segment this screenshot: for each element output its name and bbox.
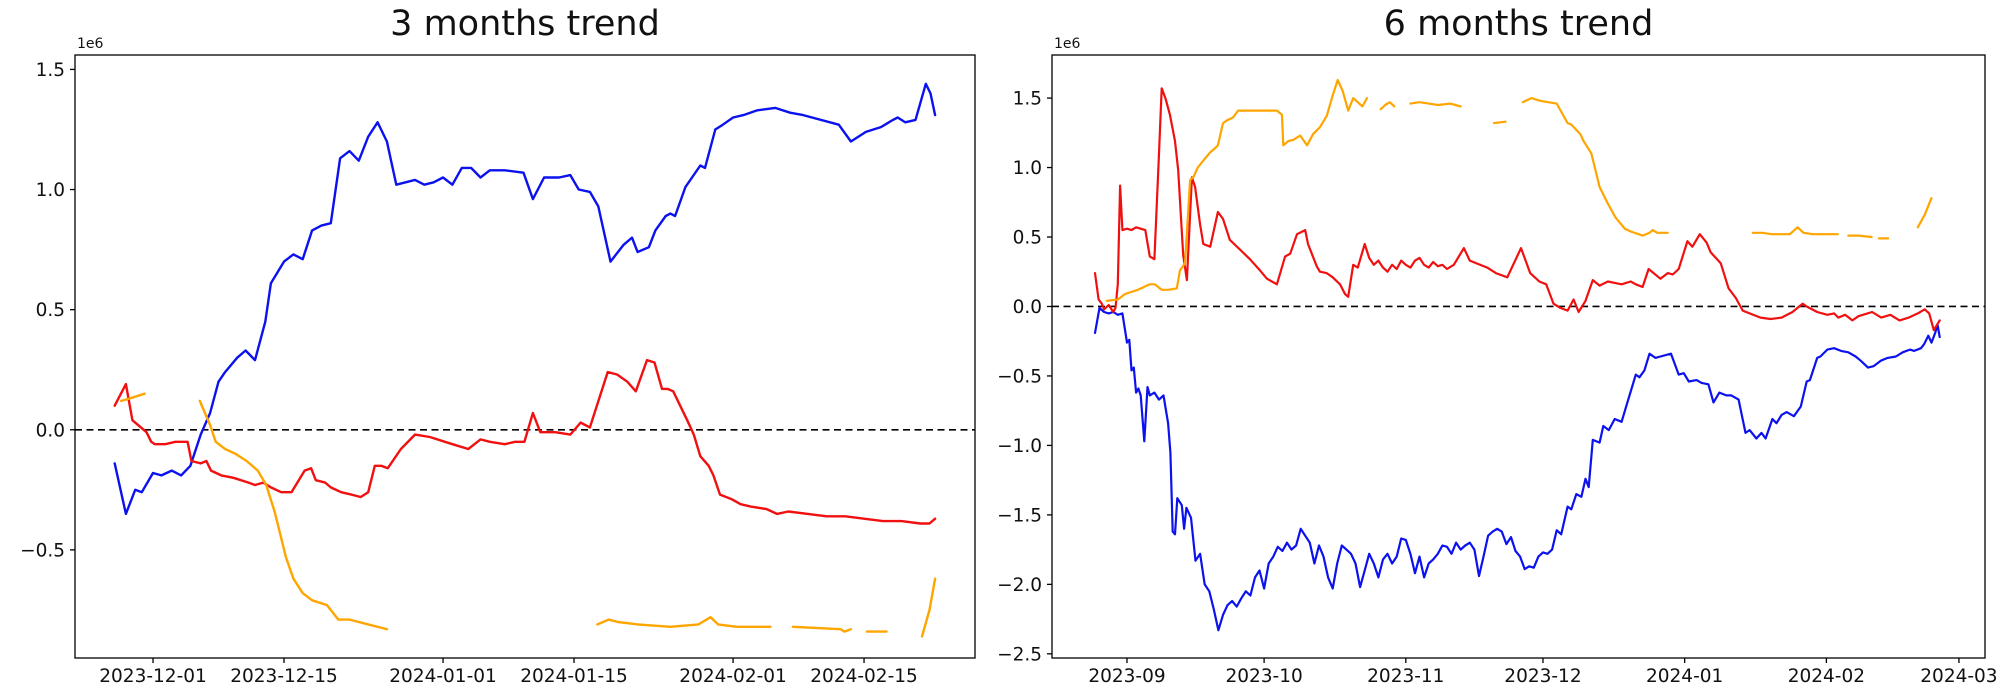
blue-line (113, 82, 937, 516)
y-tick-label: 0.0 (1013, 297, 1042, 318)
orange-line (1751, 226, 1839, 236)
x-tick-label: 2024-02-15 (810, 666, 918, 687)
y-tick-label: −0.5 (20, 540, 65, 561)
blue-line (1093, 306, 1941, 632)
orange-line (1379, 101, 1396, 111)
x-tick-label: 2024-02-01 (679, 666, 787, 687)
x-tick-label: 2024-01-15 (520, 666, 628, 687)
x-tick-label: 2023-12-01 (99, 666, 207, 687)
axes-frame (1051, 54, 1986, 659)
x-tick-label: 2023-12-15 (230, 666, 338, 687)
orange-line (1916, 197, 1933, 229)
x-tick-label: 2023-10 (1225, 666, 1302, 687)
orange-line (1409, 101, 1462, 108)
x-tick-label: 2023-12 (1504, 666, 1581, 687)
orange-line (1105, 78, 1369, 302)
y-tick-label: 1.0 (36, 180, 65, 201)
red-line (113, 358, 937, 525)
x-tick-label: 2023-11 (1367, 666, 1444, 687)
axes-frame (74, 54, 976, 659)
y-tick-label: −0.5 (997, 366, 1042, 387)
x-tick-label: 2024-01 (1646, 666, 1723, 687)
y-tick-label: 0.5 (1013, 228, 1042, 249)
x-tick-label: 2024-01-01 (389, 666, 497, 687)
y-tick-label: −2.5 (997, 644, 1042, 665)
orange-line (1847, 234, 1873, 239)
x-tick-label: 2023-09 (1088, 666, 1165, 687)
chart-title-6-months: 6 months trend (1383, 4, 1654, 44)
orange-line (920, 577, 937, 638)
y-tick-label: 1.5 (1013, 89, 1042, 110)
y-tick-label: 1.0 (1013, 158, 1042, 179)
y-tick-label: −2.0 (997, 575, 1042, 596)
orange-line (1492, 120, 1507, 125)
y-axis-offset-label: 1e6 (1054, 36, 1081, 52)
y-tick-label: −1.0 (997, 436, 1042, 457)
y-tick-label: 0.0 (36, 420, 65, 441)
x-tick-label: 2024-02 (1788, 666, 1865, 687)
orange-line (791, 625, 853, 633)
orange-line (1521, 96, 1669, 237)
chart-title-3-months: 3 months trend (390, 4, 660, 44)
y-axis-offset-label: 1e6 (77, 36, 104, 52)
orange-line (596, 616, 772, 628)
y-tick-label: 1.5 (36, 60, 65, 81)
y-tick-label: 0.5 (36, 300, 65, 321)
x-tick-label: 2024-03 (1920, 666, 1997, 687)
orange-line (119, 392, 146, 403)
red-line (1093, 87, 1941, 332)
orange-line (198, 399, 389, 631)
y-tick-label: −1.5 (997, 505, 1042, 526)
